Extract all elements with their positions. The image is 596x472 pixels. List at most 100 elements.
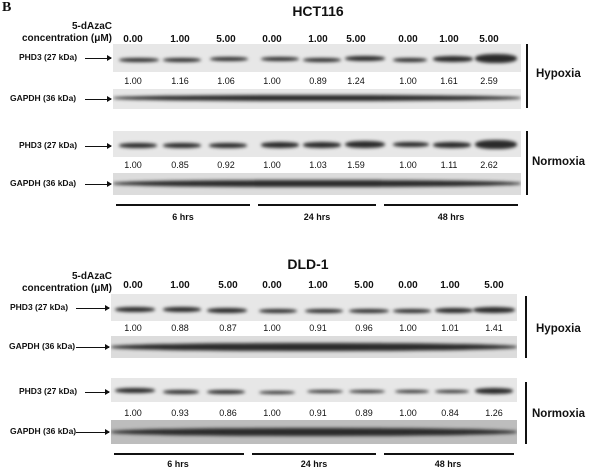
concentration-label-line1: 5-dAzaC [71, 271, 112, 282]
ratio-value: 1.24 [347, 76, 365, 86]
time-label: 24 hrs [300, 459, 328, 469]
concentration-value: 1.00 [440, 280, 460, 291]
gapdh-label: GAPDH (36 kDa) [10, 178, 77, 188]
concentration-value: 0.00 [262, 280, 282, 291]
condition-bracket [525, 382, 527, 444]
ratio-value: 1.16 [171, 76, 189, 86]
condition-label: Normoxia [532, 408, 586, 420]
concentration-value: 1.00 [308, 34, 328, 45]
ratio-value: 1.00 [263, 323, 281, 333]
panel-letter: B [2, 0, 12, 15]
arrow-icon [85, 143, 112, 149]
ratio-value: 0.88 [171, 323, 189, 333]
arrow-icon [85, 55, 112, 61]
ratio-value: 0.91 [309, 323, 327, 333]
arrow-icon [76, 344, 110, 350]
phd3-label: PHD3 (27 kDa) [19, 52, 78, 62]
concentration-label: 5-dAzaC concentration (μM) [0, 21, 112, 45]
gapdh-blot [111, 420, 517, 444]
ratio-value: 0.89 [309, 76, 327, 86]
concentration-value: 1.00 [308, 280, 328, 291]
ratio-value: 1.00 [263, 76, 281, 86]
time-bar [384, 453, 514, 455]
concentration-value: 0.00 [123, 280, 143, 291]
ratio-value: 1.00 [124, 160, 142, 170]
ratio-value: 1.41 [485, 323, 503, 333]
ratio-value: 0.89 [355, 408, 373, 418]
condition-bracket [526, 44, 528, 108]
phd3-label: PHD3 (27 kDa) [10, 302, 69, 312]
phd3-blot [111, 378, 517, 402]
phd3-blot [111, 294, 517, 321]
condition-label: Hypoxia [536, 68, 581, 80]
gapdh-label: GAPDH (36 kDa) [10, 93, 77, 103]
concentration-value: 0.00 [398, 34, 418, 45]
concentration-value: 1.00 [170, 34, 190, 45]
ratio-value: 1.61 [440, 76, 458, 86]
time-label: 48 hrs [434, 459, 462, 469]
arrow-icon [85, 96, 112, 102]
concentration-label-line2: concentration (μM) [21, 283, 112, 294]
ratio-value: 1.00 [124, 76, 142, 86]
arrow-icon [76, 429, 110, 435]
ratio-value: 1.00 [263, 160, 281, 170]
concentration-value: 5.00 [479, 34, 499, 45]
condition-bracket [525, 296, 527, 358]
condition-bracket [526, 131, 528, 195]
ratio-value: 0.85 [171, 160, 189, 170]
ratio-value: 1.00 [124, 408, 142, 418]
time-bar [258, 204, 376, 206]
ratio-value: 0.91 [309, 408, 327, 418]
concentration-value: 5.00 [484, 280, 504, 291]
ratio-value: 0.84 [441, 408, 459, 418]
ratio-value: 0.87 [219, 323, 237, 333]
time-label: 6 hrs [167, 459, 189, 469]
ratio-value: 1.00 [399, 160, 417, 170]
ratio-value: 1.00 [263, 408, 281, 418]
arrow-icon [76, 305, 110, 311]
time-bar [384, 204, 518, 206]
ratio-value: 1.01 [441, 323, 459, 333]
panel-title: DLD-1 [287, 256, 329, 272]
concentration-value: 5.00 [354, 280, 374, 291]
ratio-value: 1.26 [485, 408, 503, 418]
concentration-value: 5.00 [346, 34, 366, 45]
concentration-value: 0.00 [398, 280, 418, 291]
time-label: 24 hrs [303, 212, 331, 222]
concentration-value: 0.00 [262, 34, 282, 45]
arrow-icon [85, 389, 110, 395]
time-label: 6 hrs [172, 212, 194, 222]
gapdh-blot [111, 336, 517, 358]
ratio-value: 1.00 [399, 323, 417, 333]
gapdh-blot [113, 89, 521, 109]
gapdh-blot [113, 173, 521, 195]
phd3-label: PHD3 (27 kDa) [19, 386, 78, 396]
concentration-value: 0.00 [123, 34, 143, 45]
time-bar [114, 453, 244, 455]
ratio-value: 0.86 [219, 408, 237, 418]
gapdh-label: GAPDH (36 kDa) [9, 341, 76, 351]
ratio-value: 1.03 [309, 160, 327, 170]
ratio-value: 1.00 [124, 323, 142, 333]
concentration-label-line1: 5-dAzaC [71, 21, 112, 32]
panel-title: HCT116 [292, 3, 344, 19]
ratio-value: 2.59 [480, 76, 498, 86]
phd3-blot [113, 44, 521, 72]
ratio-value: 1.59 [347, 160, 365, 170]
concentration-value: 1.00 [439, 34, 459, 45]
ratio-value: 0.92 [217, 160, 235, 170]
time-bar [252, 453, 376, 455]
concentration-label: 5-dAzaC concentration (μM) [0, 271, 112, 295]
ratio-value: 1.00 [399, 408, 417, 418]
concentration-value: 5.00 [216, 34, 236, 45]
phd3-blot [113, 131, 521, 157]
condition-label: Normoxia [532, 156, 586, 168]
condition-label: Hypoxia [536, 323, 581, 335]
concentration-label-line2: concentration (μM) [21, 33, 112, 44]
concentration-value: 5.00 [218, 280, 238, 291]
phd3-label: PHD3 (27 kDa) [19, 140, 78, 150]
ratio-value: 1.00 [399, 76, 417, 86]
arrow-icon [85, 181, 112, 187]
ratio-value: 0.96 [355, 323, 373, 333]
ratio-value: 2.62 [480, 160, 498, 170]
